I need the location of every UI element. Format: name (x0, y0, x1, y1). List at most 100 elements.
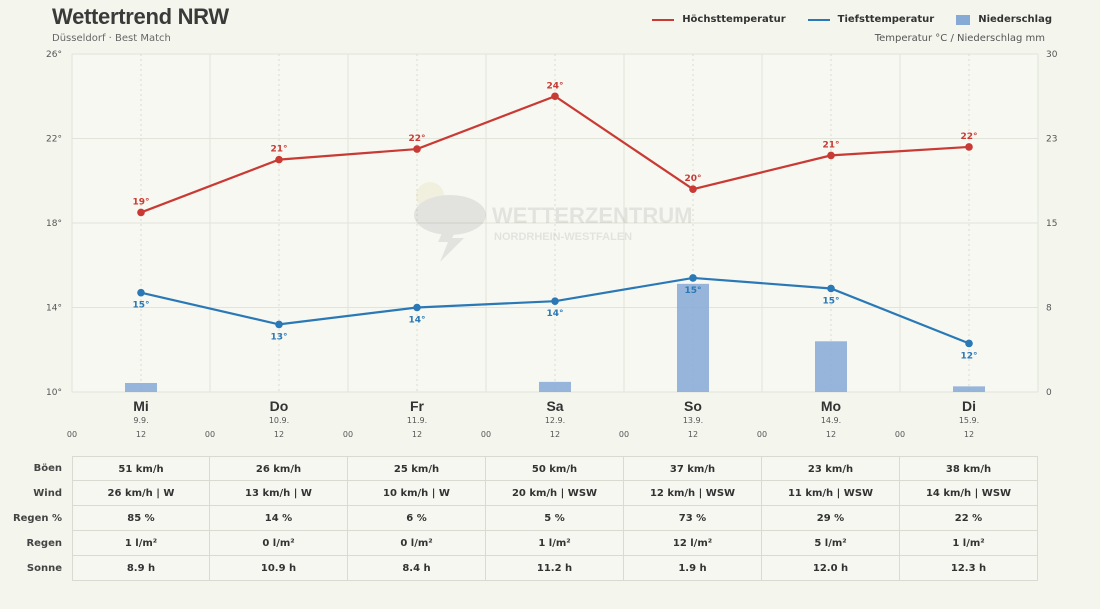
axis-unit-label: Temperatur °C / Niederschlag mm (874, 33, 1045, 44)
weather-chart: 26° 30 22° 23 18° 15 14° 8 10° 0 WETTERZENTRUM NORD… (46, 50, 1058, 439)
table-cell: 51 km/h (72, 456, 210, 481)
table-cell: 85 % (72, 506, 210, 531)
x-date-label: 9.9. (133, 416, 148, 425)
table-cell: 14 km/h | WSW (900, 481, 1038, 506)
table-row-label: Böen (33, 463, 62, 474)
table-cell: 10.9 h (210, 556, 348, 581)
min-temp-point (551, 297, 559, 305)
table-cell: 5 % (486, 506, 624, 531)
legend-label-precip: Niederschlag (978, 14, 1052, 25)
legend-item-max-temp[interactable]: Höchsttemperatur (652, 14, 786, 25)
max-temp-point (965, 143, 973, 151)
precip-bar (539, 381, 571, 392)
legend-swatch-precip (956, 14, 971, 25)
x-hour-tick-label: 12 (964, 430, 974, 439)
watermark-lightning-icon (438, 220, 464, 262)
x-hour-tick-label: 12 (826, 430, 836, 439)
legend-label-max-temp: Höchsttemperatur (682, 14, 786, 25)
x-hour-tick-label: 00 (205, 430, 215, 439)
y-left-tick-label: 22° (46, 135, 62, 145)
table-cell: 5 l/m² (762, 531, 900, 556)
table-cell: 13 km/h | W (210, 481, 348, 506)
x-hour-tick-label: 12 (550, 430, 560, 439)
table-cell: 1.9 h (624, 556, 762, 581)
table-row: Wind 26 km/h | W 13 km/h | W 10 km/h | W 20 … (0, 481, 1100, 507)
max-temp-data-label: 21° (822, 140, 839, 150)
x-day-label: Sa (546, 398, 563, 414)
y-left-tick-label: 26° (46, 50, 62, 60)
table-cell: 20 km/h | WSW (486, 481, 624, 506)
precip-bar (125, 382, 157, 392)
table-cell: 26 km/h | W (72, 481, 210, 506)
watermark-title: WETTERZENTRUM (492, 203, 692, 228)
x-hour-tick-label: 00 (895, 430, 905, 439)
min-temp-point (137, 288, 145, 297)
x-hour-tick-label: 12 (136, 430, 146, 439)
table-cell: 29 % (762, 506, 900, 531)
y-right-tick-label: 30 (1046, 50, 1058, 60)
x-date-label: 13.9. (683, 416, 703, 425)
min-temp-data-label: 12° (960, 351, 977, 361)
x-date-label: 15.9. (959, 416, 979, 425)
x-hour-tick-label: 00 (481, 430, 491, 439)
precip-bar (953, 386, 985, 392)
table-cell: 1 l/m² (72, 531, 210, 556)
table-cell: 0 l/m² (348, 531, 486, 556)
x-day-label: Mo (821, 398, 841, 414)
precip-bar (815, 341, 847, 392)
x-hour-tick-label: 00 (67, 430, 77, 439)
table-cell: 12 km/h | WSW (624, 481, 762, 506)
x-date-label: 14.9. (821, 416, 841, 425)
table-row: Böen 51 km/h 26 km/h 25 km/h 50 km/h 37 km/h 2… (0, 456, 1100, 482)
min-temp-data-label: 15° (132, 301, 149, 311)
table-row-label: Sonne (26, 563, 62, 574)
table-cell: 50 km/h (486, 456, 624, 481)
max-temp-point (275, 155, 283, 164)
x-hour-tick-label: 12 (688, 430, 698, 439)
max-temp-data-label: 24° (546, 81, 563, 91)
x-day-label: Di (962, 398, 976, 414)
legend-item-precip[interactable]: Niederschlag (956, 14, 1052, 25)
y-right-tick-label: 8 (1046, 304, 1052, 314)
watermark: WETTERZENTRUM NORDRHEIN-WESTFALEN (414, 182, 692, 262)
x-date-label: 10.9. (269, 416, 289, 425)
watermark-cloud-icon (414, 195, 486, 235)
min-temp-data-label: 14° (546, 309, 563, 319)
table-cell: 8.4 h (348, 556, 486, 581)
min-temp-data-label: 13° (270, 332, 287, 342)
min-temp-point (413, 303, 421, 312)
table-row-label: Wind (33, 488, 62, 499)
table-cell: 6 % (348, 506, 486, 531)
table-cell: 38 km/h (900, 456, 1038, 481)
table-cell: 11 km/h | WSW (762, 481, 900, 506)
table-row: Sonne 8.9 h 10.9 h 8.4 h 11.2 h 1.9 h 12.0 h 12… (0, 556, 1100, 582)
table-cell: 12.3 h (900, 556, 1038, 581)
min-temp-point (827, 284, 835, 293)
y-left-tick-label: 14° (46, 304, 62, 314)
x-hour-tick-label: 00 (619, 430, 629, 439)
table-cell: 12.0 h (762, 556, 900, 581)
x-date-label: 12.9. (545, 416, 565, 425)
table-row-label: Regen % (12, 513, 62, 524)
x-date-label: 11.9. (407, 416, 427, 425)
max-temp-data-label: 22° (408, 134, 425, 144)
legend-item-min-temp[interactable]: Tiefsttemperatur (807, 14, 934, 25)
page-subtitle: Düsseldorf · Best Match (52, 33, 171, 44)
table-row-label: Regen (26, 538, 62, 549)
x-hour-tick-label: 12 (274, 430, 284, 439)
legend-swatch-max-temp (652, 18, 675, 21)
table-row: Regen 1 l/m² 0 l/m² 0 l/m² 1 l/m² 12 l/m² 5 l/… (0, 531, 1100, 557)
min-temp-point (965, 339, 973, 348)
max-temp-point (137, 208, 145, 217)
watermark-sun-icon (416, 182, 444, 210)
table-cell: 25 km/h (348, 456, 486, 481)
y-right-tick-label: 15 (1046, 219, 1057, 229)
y-left-tick-label: 10° (46, 388, 62, 398)
table-cell: 37 km/h (624, 456, 762, 481)
max-temp-data-label: 20° (684, 174, 701, 184)
page-title: Wettertrend NRW (52, 4, 229, 29)
min-temp-point (689, 274, 697, 282)
max-temp-data-label: 19° (132, 197, 149, 207)
x-hour-tick-label: 00 (343, 430, 353, 439)
y-right-tick-label: 23 (1046, 135, 1057, 145)
